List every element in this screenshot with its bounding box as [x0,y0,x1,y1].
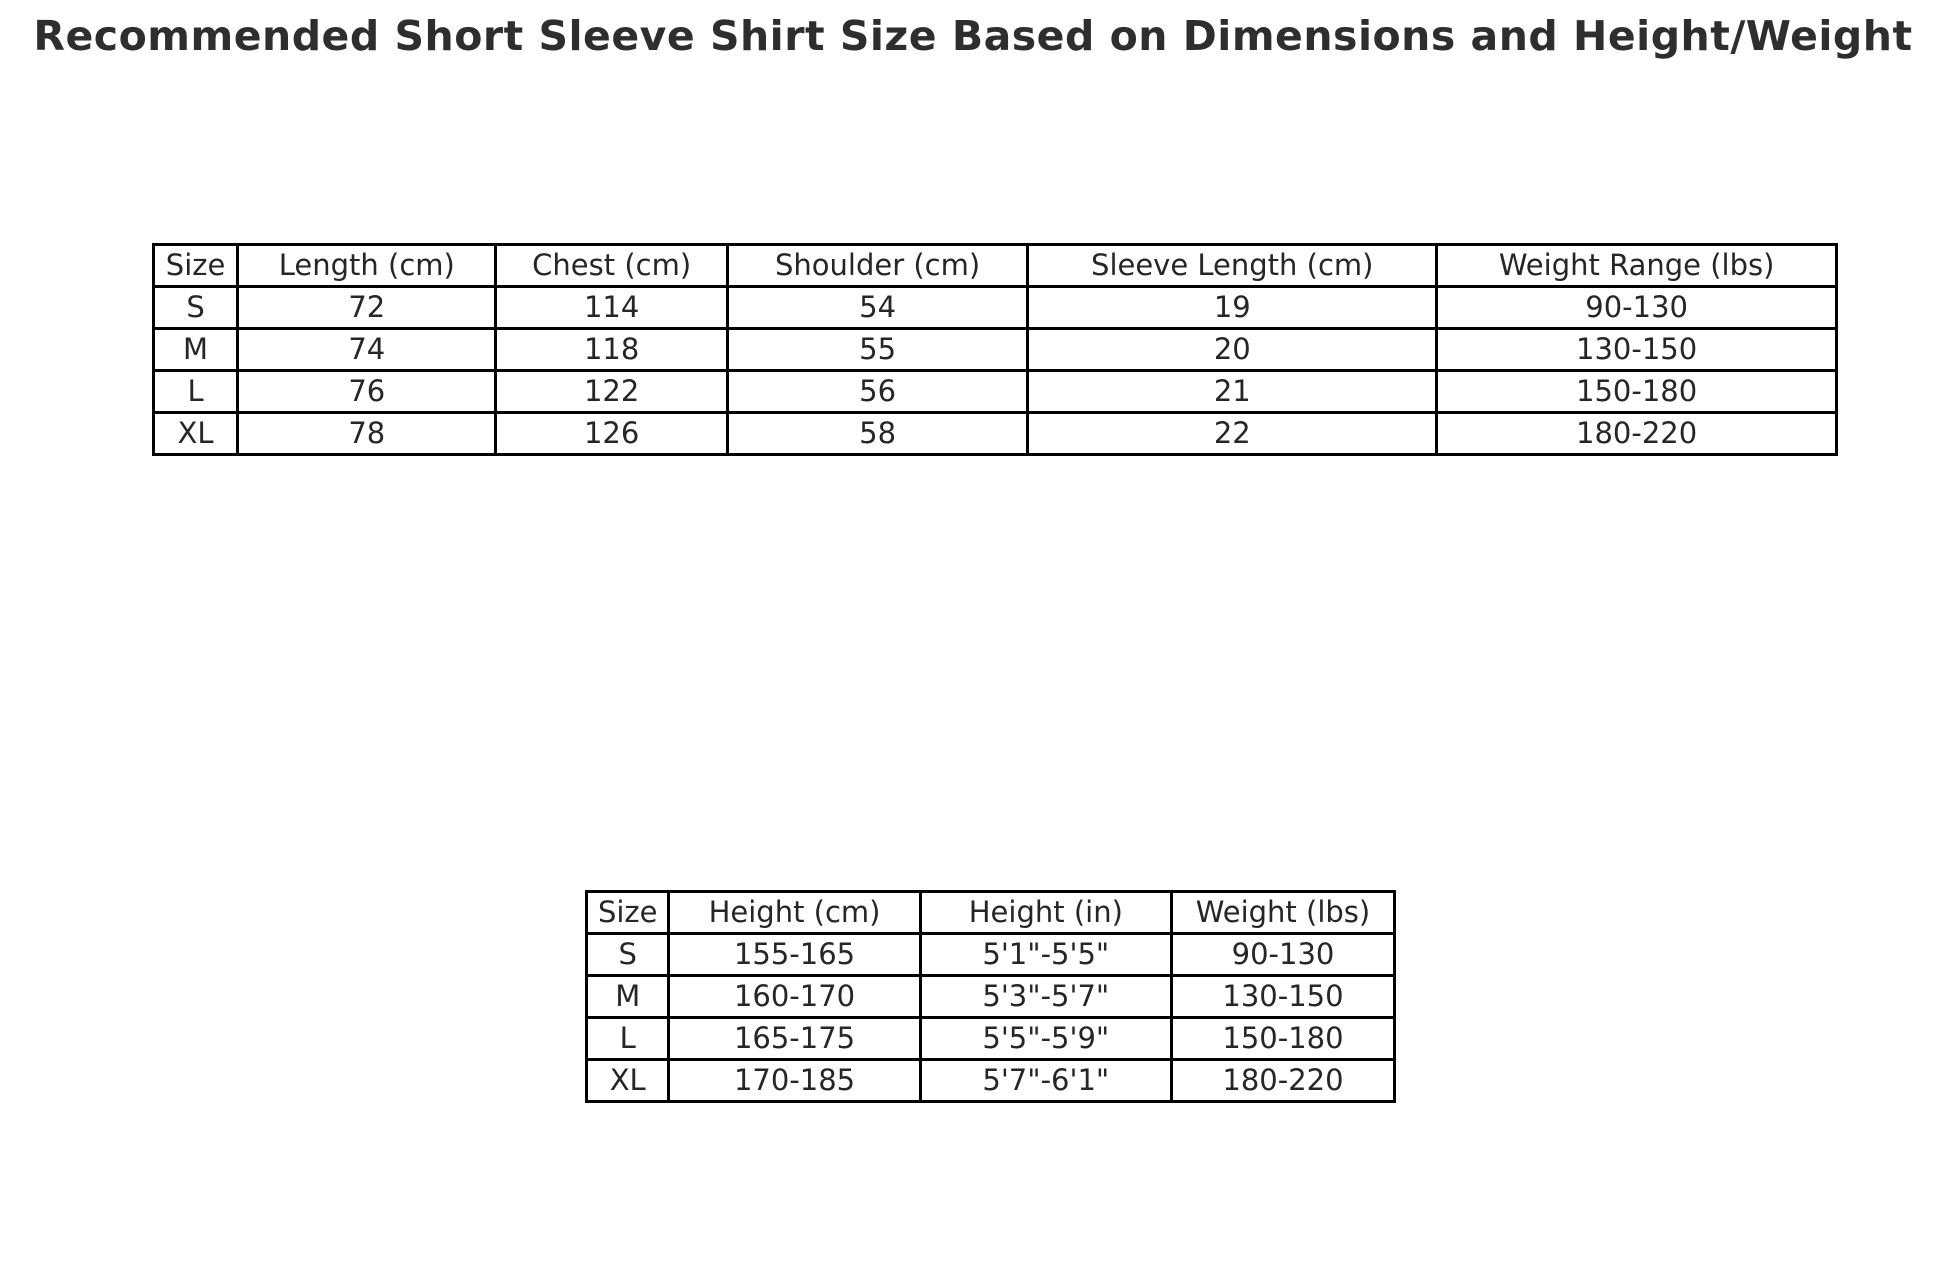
table-cell: 126 [494,411,729,456]
page-title: Recommended Short Sleeve Shirt Size Base… [33,12,1913,60]
table-row: M 74 118 55 20 130-150 [151,327,1838,372]
table-cell: 22 [1026,411,1439,456]
column-header: Shoulder (cm) [725,243,1030,288]
table-cell: 72 [236,285,498,330]
shirt-dimensions-table: Size Length (cm) Chest (cm) Shoulder (cm) Sl… [151,243,1838,456]
table-cell: 130-150 [1169,974,1397,1019]
column-header: Weight (lbs) [1169,890,1397,935]
header-row: Size Height (cm) Height (in) Weight (lbs) [584,890,1397,935]
table-cell: 19 [1026,285,1439,330]
table-cell: 5'3"-5'7" [918,974,1173,1019]
column-header: Weight Range (lbs) [1435,243,1838,288]
table-cell: 114 [494,285,729,330]
table-cell: 180-220 [1169,1058,1397,1103]
table-row: XL 170-185 5'7"-6'1" 180-220 [584,1058,1397,1103]
table-cell: 20 [1026,327,1439,372]
table-cell: 54 [725,285,1030,330]
table-cell: S [151,285,240,330]
table-cell: 5'5"-5'9" [918,1016,1173,1061]
table-cell: 90-130 [1169,932,1397,977]
column-header: Size [151,243,240,288]
table-cell: 170-185 [667,1058,922,1103]
table-cell: 74 [236,327,498,372]
table-cell: 150-180 [1435,369,1838,414]
table-cell: 165-175 [667,1016,922,1061]
column-header: Sleeve Length (cm) [1026,243,1439,288]
table-cell: M [584,974,671,1019]
table-cell: 56 [725,369,1030,414]
column-header: Length (cm) [236,243,498,288]
column-header: Height (in) [918,890,1173,935]
table-cell: 122 [494,369,729,414]
table-cell: 58 [725,411,1030,456]
table-cell: 160-170 [667,974,922,1019]
table-row: L 165-175 5'5"-5'9" 150-180 [584,1016,1397,1061]
table-cell: XL [584,1058,671,1103]
table-cell: XL [151,411,240,456]
header-row: Size Length (cm) Chest (cm) Shoulder (cm) Sl… [151,243,1838,288]
column-header: Height (cm) [667,890,922,935]
table-cell: 155-165 [667,932,922,977]
table-cell: 5'7"-6'1" [918,1058,1173,1103]
height-weight-table: Size Height (cm) Height (in) Weight (lbs) S 1… [584,890,1397,1103]
table-cell: 21 [1026,369,1439,414]
table-row: XL 78 126 58 22 180-220 [151,411,1838,456]
column-header: Size [584,890,671,935]
table-cell: M [151,327,240,372]
table-cell: 76 [236,369,498,414]
table-cell: 55 [725,327,1030,372]
table-cell: 118 [494,327,729,372]
table-cell: 5'1"-5'5" [918,932,1173,977]
table-cell: L [584,1016,671,1061]
table-cell: 180-220 [1435,411,1838,456]
table-row: M 160-170 5'3"-5'7" 130-150 [584,974,1397,1019]
table-cell: L [151,369,240,414]
column-header: Chest (cm) [494,243,729,288]
table-cell: S [584,932,671,977]
table-cell: 150-180 [1169,1016,1397,1061]
table-cell: 78 [236,411,498,456]
table-cell: 90-130 [1435,285,1838,330]
table-row: L 76 122 56 21 150-180 [151,369,1838,414]
table-row: S 155-165 5'1"-5'5" 90-130 [584,932,1397,977]
table-cell: 130-150 [1435,327,1838,372]
table-row: S 72 114 54 19 90-130 [151,285,1838,330]
